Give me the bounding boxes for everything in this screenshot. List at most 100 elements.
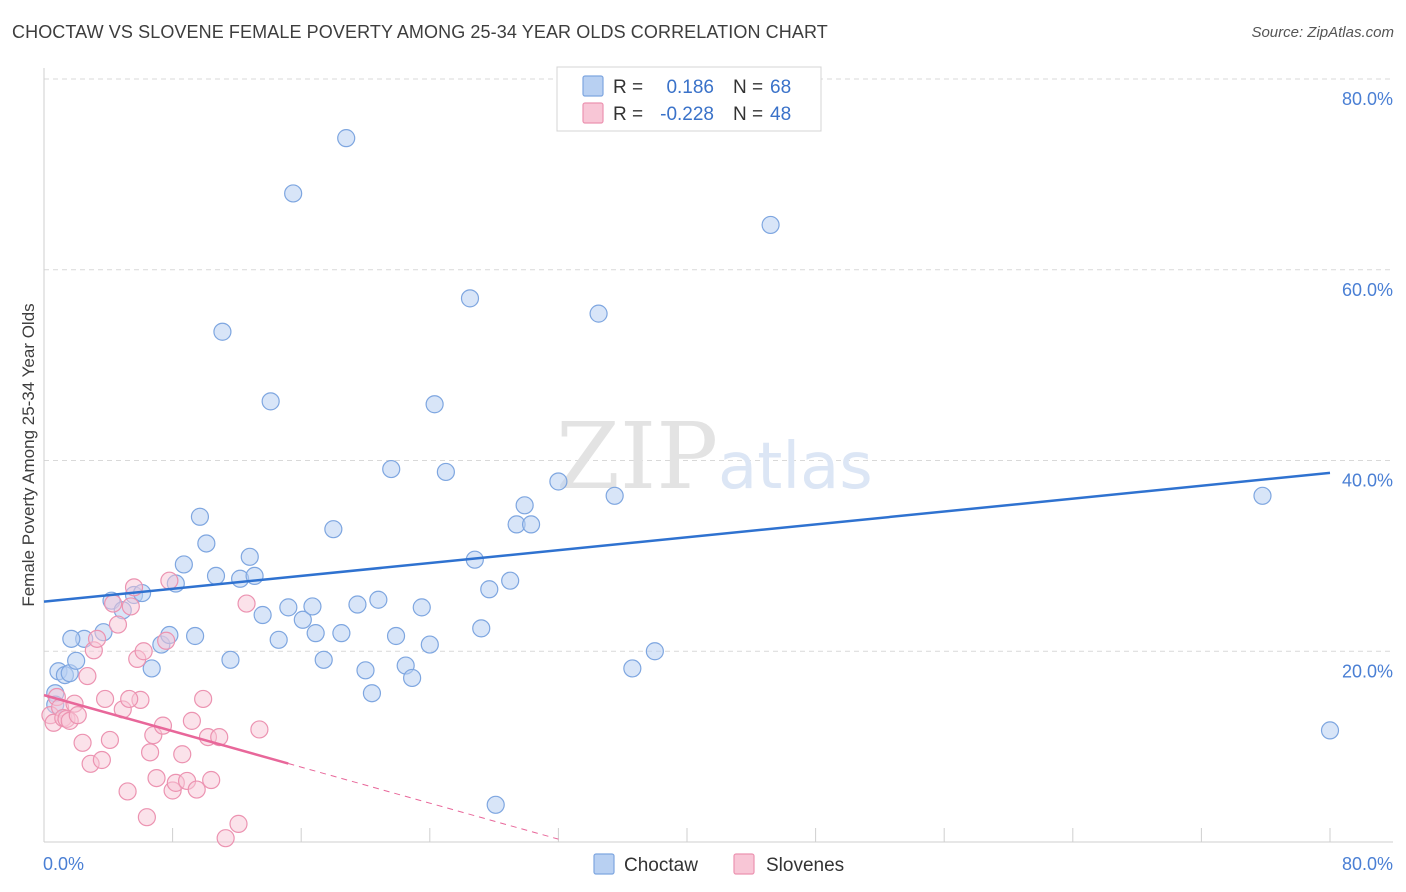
choctaw-point [362,684,382,703]
y-tick-label: 20.0% [1342,661,1393,681]
x-tick-label-min: 0.0% [43,854,84,874]
choctaw-point [501,571,520,590]
slovenes-point [173,745,192,764]
correlation-legend: R = 0.186 N = 68 R = -0.228 N = 48 [556,66,822,132]
series-legend: Choctaw Slovenes [593,853,844,876]
slovenes-point [250,720,269,739]
choctaw-point [425,395,444,414]
legend-n-label: N = [733,104,763,125]
choctaw-trend-line [43,471,1331,603]
choctaw-point [62,629,81,648]
slovenes-point [187,780,206,799]
slovenes-point [95,689,115,709]
choctaw-point [412,598,431,617]
choctaw-point [284,184,303,203]
series-legend-swatch-choctaw[interactable] [593,853,615,875]
legend-n-label: N = [733,77,763,98]
choctaw-point [197,534,216,553]
choctaw-point [761,215,780,235]
choctaw-point [623,659,642,678]
choctaw-point [269,630,288,649]
legend-r-value: 0.186 [666,77,714,98]
choctaw-point [337,129,356,148]
legend-r-label: R = [613,104,643,125]
choctaw-point [206,566,226,586]
choctaw-point [190,507,210,526]
choctaw-point [174,555,193,574]
choctaw-point [515,496,534,515]
slovenes-point [182,711,201,730]
choctaw-point [261,392,280,411]
choctaw-point [549,472,568,491]
source-label: Source: ZipAtlas.com [1251,24,1394,41]
chart-title: CHOCTAW VS SLOVENE FEMALE POVERTY AMONG … [12,22,828,42]
points-layer [41,129,1340,848]
watermark-atlas: atlas [718,430,873,504]
choctaw-point [324,520,343,539]
slovenes-point [118,782,137,801]
watermark-zip: ZIP [556,403,718,510]
legend-n-value: 48 [770,104,791,125]
slovenes-point [216,829,235,848]
y-tick-label: 80.0% [1342,89,1393,109]
slovenes-point [104,594,123,613]
slovenes-point [121,597,140,616]
series-legend-label-slovenes[interactable]: Slovenes [766,855,844,876]
choctaw-point [420,635,439,654]
series-legend-swatch-slovenes[interactable] [733,853,755,875]
slovenes-trend-line-extension [288,763,559,840]
choctaw-point [521,515,541,534]
choctaw-point [67,651,86,670]
choctaw-point [645,642,664,661]
legend-r-label: R = [613,77,643,98]
legend-n-value: 68 [770,77,791,98]
slovenes-point [210,727,229,747]
y-axis-title: Female Poverty Among 25-34 Year Olds [19,303,38,606]
choctaw-point [1253,486,1272,505]
choctaw-point [369,590,388,609]
slovenes-point [229,814,248,833]
choctaw-point [605,486,624,505]
choctaw-point [303,597,322,616]
legend-r-value: -0.228 [660,104,714,125]
slovenes-point [87,629,107,648]
x-tick-label-max: 80.0% [1342,854,1393,874]
y-tick-label: 40.0% [1342,471,1393,491]
slovenes-point [73,733,92,752]
legend-swatch-slovenes [582,102,604,124]
choctaw-point [293,610,312,629]
slovenes-point [147,768,166,788]
choctaw-point [213,322,232,341]
slovenes-point [160,571,179,590]
choctaw-point [314,650,333,669]
trend-layer [43,471,1331,840]
choctaw-point [253,605,272,625]
choctaw-point [403,668,422,688]
choctaw-point [589,304,608,323]
slovenes-trend-line [43,693,289,765]
choctaw-point [386,626,406,646]
y-tick-label: 60.0% [1342,280,1393,300]
slovenes-point [134,642,153,661]
slovenes-point [78,666,97,686]
slovenes-point [202,770,221,790]
series-legend-label-choctaw[interactable]: Choctaw [624,855,698,876]
choctaw-point [1320,721,1340,740]
choctaw-point [306,624,325,643]
choctaw-point [472,619,491,638]
slovenes-point [140,743,160,762]
choctaw-point [186,626,205,646]
slovenes-point [194,689,213,709]
slovenes-point [120,689,139,709]
slovenes-point [237,594,256,613]
choctaw-point [279,598,298,617]
slovenes-point [108,615,128,634]
choctaw-point [221,650,240,669]
slovenes-point [157,631,176,650]
legend-swatch-choctaw [582,75,604,97]
choctaw-point [142,659,161,678]
slovenes-point [92,750,111,770]
choctaw-point [480,580,499,599]
choctaw-point [382,459,401,479]
